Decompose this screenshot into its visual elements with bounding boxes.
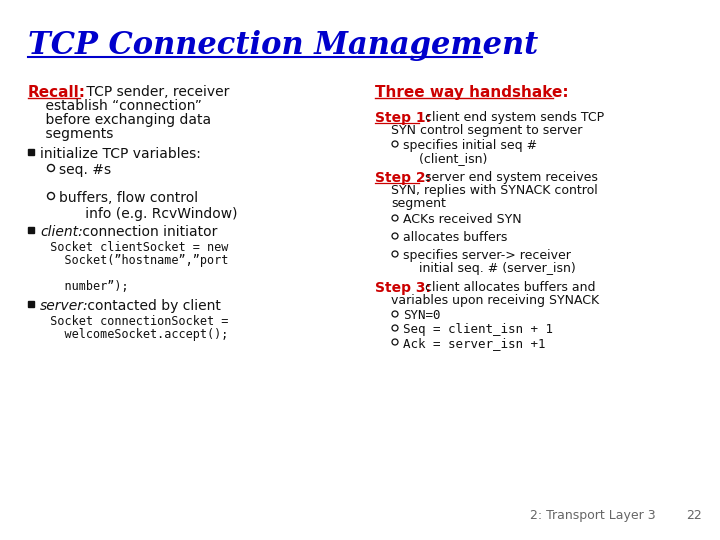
Text: segments: segments [28,127,113,141]
Text: Step 1:: Step 1: [375,111,431,125]
Text: segment: segment [391,197,446,210]
Bar [28,149,34,155]
Circle shape [392,215,398,221]
Text: Socket connectionSocket =: Socket connectionSocket = [36,315,228,328]
Text: establish “connection”: establish “connection” [28,99,202,113]
Circle shape [392,141,398,147]
Text: initial seq. # (server_isn): initial seq. # (server_isn) [403,262,576,275]
Text: number”);: number”); [36,280,129,293]
Text: server end system receives: server end system receives [421,171,598,184]
Text: 22: 22 [686,509,702,522]
Text: Socket clientSocket = new: Socket clientSocket = new [36,241,228,254]
Circle shape [48,192,55,199]
Text: client allocates buffers and: client allocates buffers and [421,281,595,294]
Text: before exchanging data: before exchanging data [28,113,211,127]
Text: Ack = server_isn +1: Ack = server_isn +1 [403,337,546,350]
Text: buffers, flow control
      info (e.g. RcvWindow): buffers, flow control info (e.g. RcvWind… [59,191,238,221]
Circle shape [392,251,398,257]
Text: Step 3:: Step 3: [375,281,431,295]
Circle shape [392,339,398,345]
Text: seq. #s: seq. #s [59,163,111,177]
Text: Seq = client_isn + 1: Seq = client_isn + 1 [403,323,553,336]
Text: Socket(”hostname”,”port: Socket(”hostname”,”port [36,254,228,267]
Text: ACKs received SYN: ACKs received SYN [403,213,521,226]
Text: SYN, replies with SYNACK control: SYN, replies with SYNACK control [391,184,598,197]
Bar [28,227,34,233]
Circle shape [392,311,398,317]
Text: welcomeSocket.accept();: welcomeSocket.accept(); [36,328,228,341]
Text: Recall:: Recall: [28,85,86,100]
Text: initialize TCP variables:: initialize TCP variables: [40,147,201,161]
Text: Step 2:: Step 2: [375,171,431,185]
Text: Three way handshake:: Three way handshake: [375,85,569,100]
Text: SYN=0: SYN=0 [403,309,441,322]
Text: SYN control segment to server: SYN control segment to server [391,124,582,137]
Circle shape [392,325,398,331]
Text: client:: client: [40,225,83,239]
Text: (client_isn): (client_isn) [403,152,487,165]
Text: connection initiator: connection initiator [78,225,217,239]
Text: variables upon receiving SYNACK: variables upon receiving SYNACK [391,294,599,307]
Text: 2: Transport Layer 3: 2: Transport Layer 3 [530,509,656,522]
Bar [28,301,34,307]
Text: TCP sender, receiver: TCP sender, receiver [82,85,230,99]
Text: specifies initial seq #: specifies initial seq # [403,139,537,152]
Text: allocates buffers: allocates buffers [403,231,508,244]
Text: specifies server-> receiver: specifies server-> receiver [403,249,571,262]
Circle shape [48,165,55,172]
Circle shape [392,233,398,239]
Text: client end system sends TCP: client end system sends TCP [421,111,604,124]
Text: contacted by client: contacted by client [83,299,221,313]
Text: TCP Connection Management: TCP Connection Management [28,30,539,61]
Text: server:: server: [40,299,89,313]
